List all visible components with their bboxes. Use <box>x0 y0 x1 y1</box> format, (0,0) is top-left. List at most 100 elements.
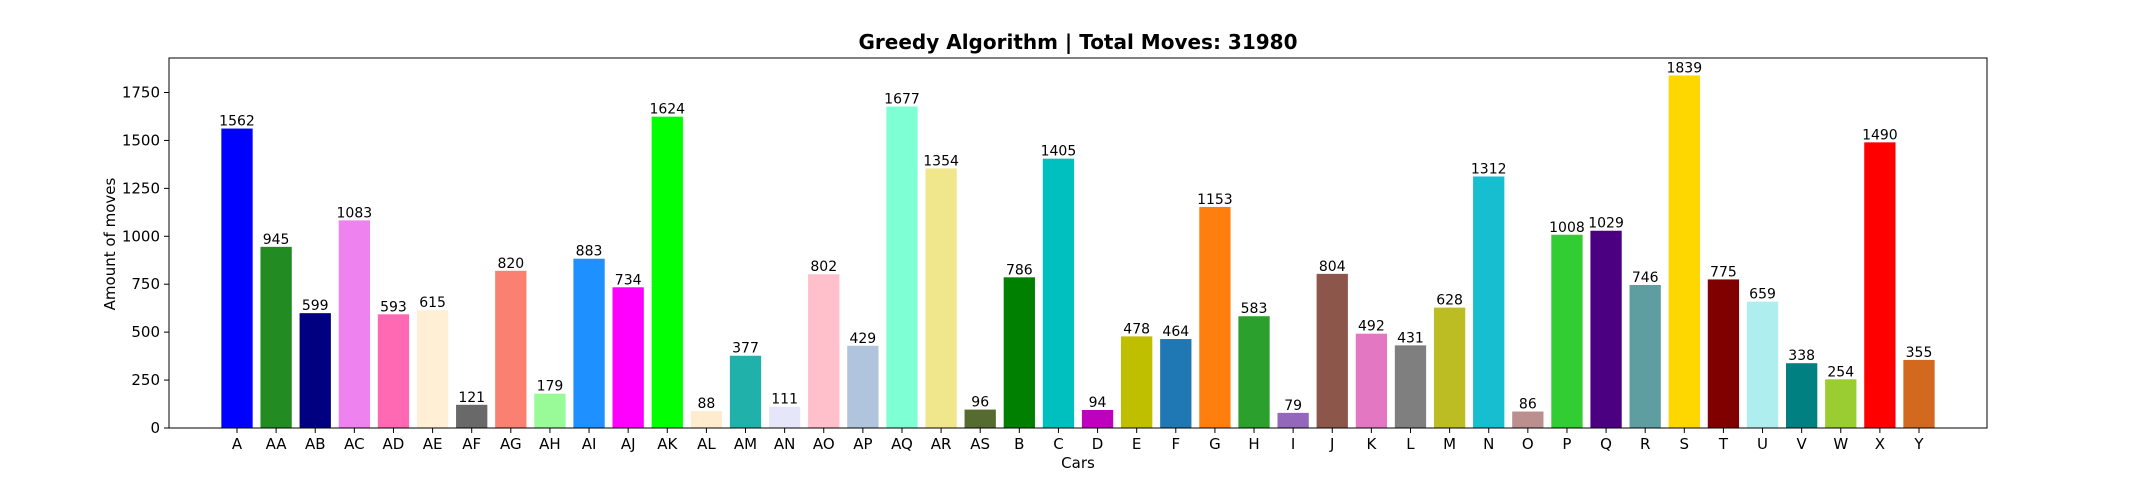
x-tick-label-n: N <box>1483 435 1494 453</box>
x-tick-label-y: Y <box>1913 435 1924 453</box>
value-label-ah: 179 <box>537 379 564 395</box>
value-label-an: 111 <box>771 392 798 408</box>
value-label-af: 121 <box>458 390 485 406</box>
plot-frame <box>168 57 1988 429</box>
x-tick-label-aq: AQ <box>891 435 913 453</box>
value-label-d: 94 <box>1089 395 1107 411</box>
bar-j <box>1316 273 1348 428</box>
x-tick-label-l: L <box>1406 435 1415 453</box>
bar-s <box>1668 75 1700 429</box>
bar-k <box>1355 333 1388 428</box>
value-label-as: 96 <box>971 395 989 411</box>
value-label-aq: 1677 <box>884 92 920 108</box>
value-label-b: 786 <box>1006 262 1033 278</box>
chart-title: Greedy Algorithm | Total Moves: 31980 <box>859 30 1298 54</box>
y-tick-label: 1750 <box>122 84 160 102</box>
value-label-h: 583 <box>1241 301 1268 317</box>
value-label-i: 79 <box>1284 398 1302 414</box>
x-tick-label-j: J <box>1329 435 1334 453</box>
bar-ap <box>847 345 879 428</box>
x-tick-label-ag: AG <box>500 435 522 453</box>
value-label-ac: 1083 <box>337 205 373 221</box>
x-tick-label-g: G <box>1209 435 1221 453</box>
value-label-x: 1490 <box>1862 127 1898 143</box>
x-tick-label-p: P <box>1562 435 1571 453</box>
value-label-ak: 1624 <box>649 102 685 118</box>
bar-w <box>1825 379 1857 428</box>
value-label-r: 746 <box>1632 270 1659 286</box>
value-label-m: 628 <box>1436 293 1463 309</box>
x-tick-label-ai: AI <box>582 435 597 453</box>
bar-l <box>1394 345 1427 428</box>
bar-ah <box>534 393 566 428</box>
y-tick-label: 1000 <box>122 227 160 245</box>
value-label-ar: 1354 <box>923 153 959 169</box>
bar-a <box>221 128 253 428</box>
value-label-o: 86 <box>1519 397 1537 413</box>
x-tick-label-u: U <box>1757 435 1768 453</box>
bar-b <box>1003 277 1035 428</box>
value-label-q: 1029 <box>1588 216 1624 232</box>
value-label-ad: 593 <box>380 299 407 315</box>
x-tick-label-i: I <box>1291 435 1295 453</box>
bar-aj <box>612 287 644 428</box>
value-label-ag: 820 <box>497 256 524 272</box>
x-tick-label-am: AM <box>734 435 757 453</box>
value-label-j: 804 <box>1319 259 1346 275</box>
x-tick-label-as: AS <box>970 435 990 453</box>
bar-t <box>1707 279 1740 428</box>
bar-f <box>1160 339 1192 428</box>
value-label-e: 478 <box>1123 321 1150 337</box>
bar-r <box>1629 284 1661 428</box>
value-label-g: 1153 <box>1197 192 1233 208</box>
x-tick-label-d: D <box>1092 435 1104 453</box>
x-tick-label-s: S <box>1680 435 1690 453</box>
value-label-am: 377 <box>732 341 759 357</box>
bar-aq <box>886 106 918 428</box>
x-tick-label-h: H <box>1248 435 1259 453</box>
bar-ac <box>338 220 370 428</box>
bar-ao <box>808 274 840 428</box>
x-tick-label-f: F <box>1171 435 1180 453</box>
bar-m <box>1433 307 1466 428</box>
bar-aa <box>260 246 292 428</box>
bar-n <box>1473 176 1505 428</box>
y-tick-label: 1250 <box>122 179 160 197</box>
x-tick-label-ab: AB <box>305 435 326 453</box>
bar-as <box>964 409 996 428</box>
x-tick-label-e: E <box>1132 435 1141 453</box>
x-tick-label-o: O <box>1522 435 1534 453</box>
x-tick-label-t: T <box>1718 435 1729 453</box>
value-label-u: 659 <box>1749 287 1776 303</box>
x-tick-label-x: X <box>1875 435 1885 453</box>
value-label-a: 1562 <box>219 114 255 130</box>
value-label-k: 492 <box>1358 319 1385 335</box>
bar-y <box>1903 359 1935 428</box>
bar-ab <box>299 313 331 428</box>
value-label-t: 775 <box>1710 264 1737 280</box>
bar-ag <box>495 270 527 428</box>
bar-e <box>1121 336 1153 428</box>
x-tick-label-ar: AR <box>931 435 952 453</box>
bar-u <box>1746 301 1779 428</box>
value-label-s: 1839 <box>1666 60 1702 76</box>
x-tick-label-w: W <box>1833 435 1848 453</box>
x-tick-label-v: V <box>1797 435 1808 453</box>
bar-d <box>1081 409 1114 428</box>
value-label-y: 355 <box>1906 345 1933 361</box>
y-tick-label: 250 <box>131 371 160 389</box>
x-tick-label-al: AL <box>697 435 716 453</box>
x-axis-label: Cars <box>1061 454 1095 472</box>
x-tick-label-ao: AO <box>813 435 835 453</box>
y-tick-label: 750 <box>131 275 160 293</box>
bar-ai <box>573 258 605 428</box>
x-tick-label-af: AF <box>462 435 481 453</box>
x-tick-label-a: A <box>232 435 243 453</box>
y-axis-label: Amount of moves <box>101 177 119 310</box>
x-tick-label-r: R <box>1640 435 1650 453</box>
bar-i <box>1277 412 1309 428</box>
x-tick-label-c: C <box>1053 435 1063 453</box>
bar-h <box>1238 316 1270 428</box>
value-label-al: 88 <box>697 396 715 412</box>
